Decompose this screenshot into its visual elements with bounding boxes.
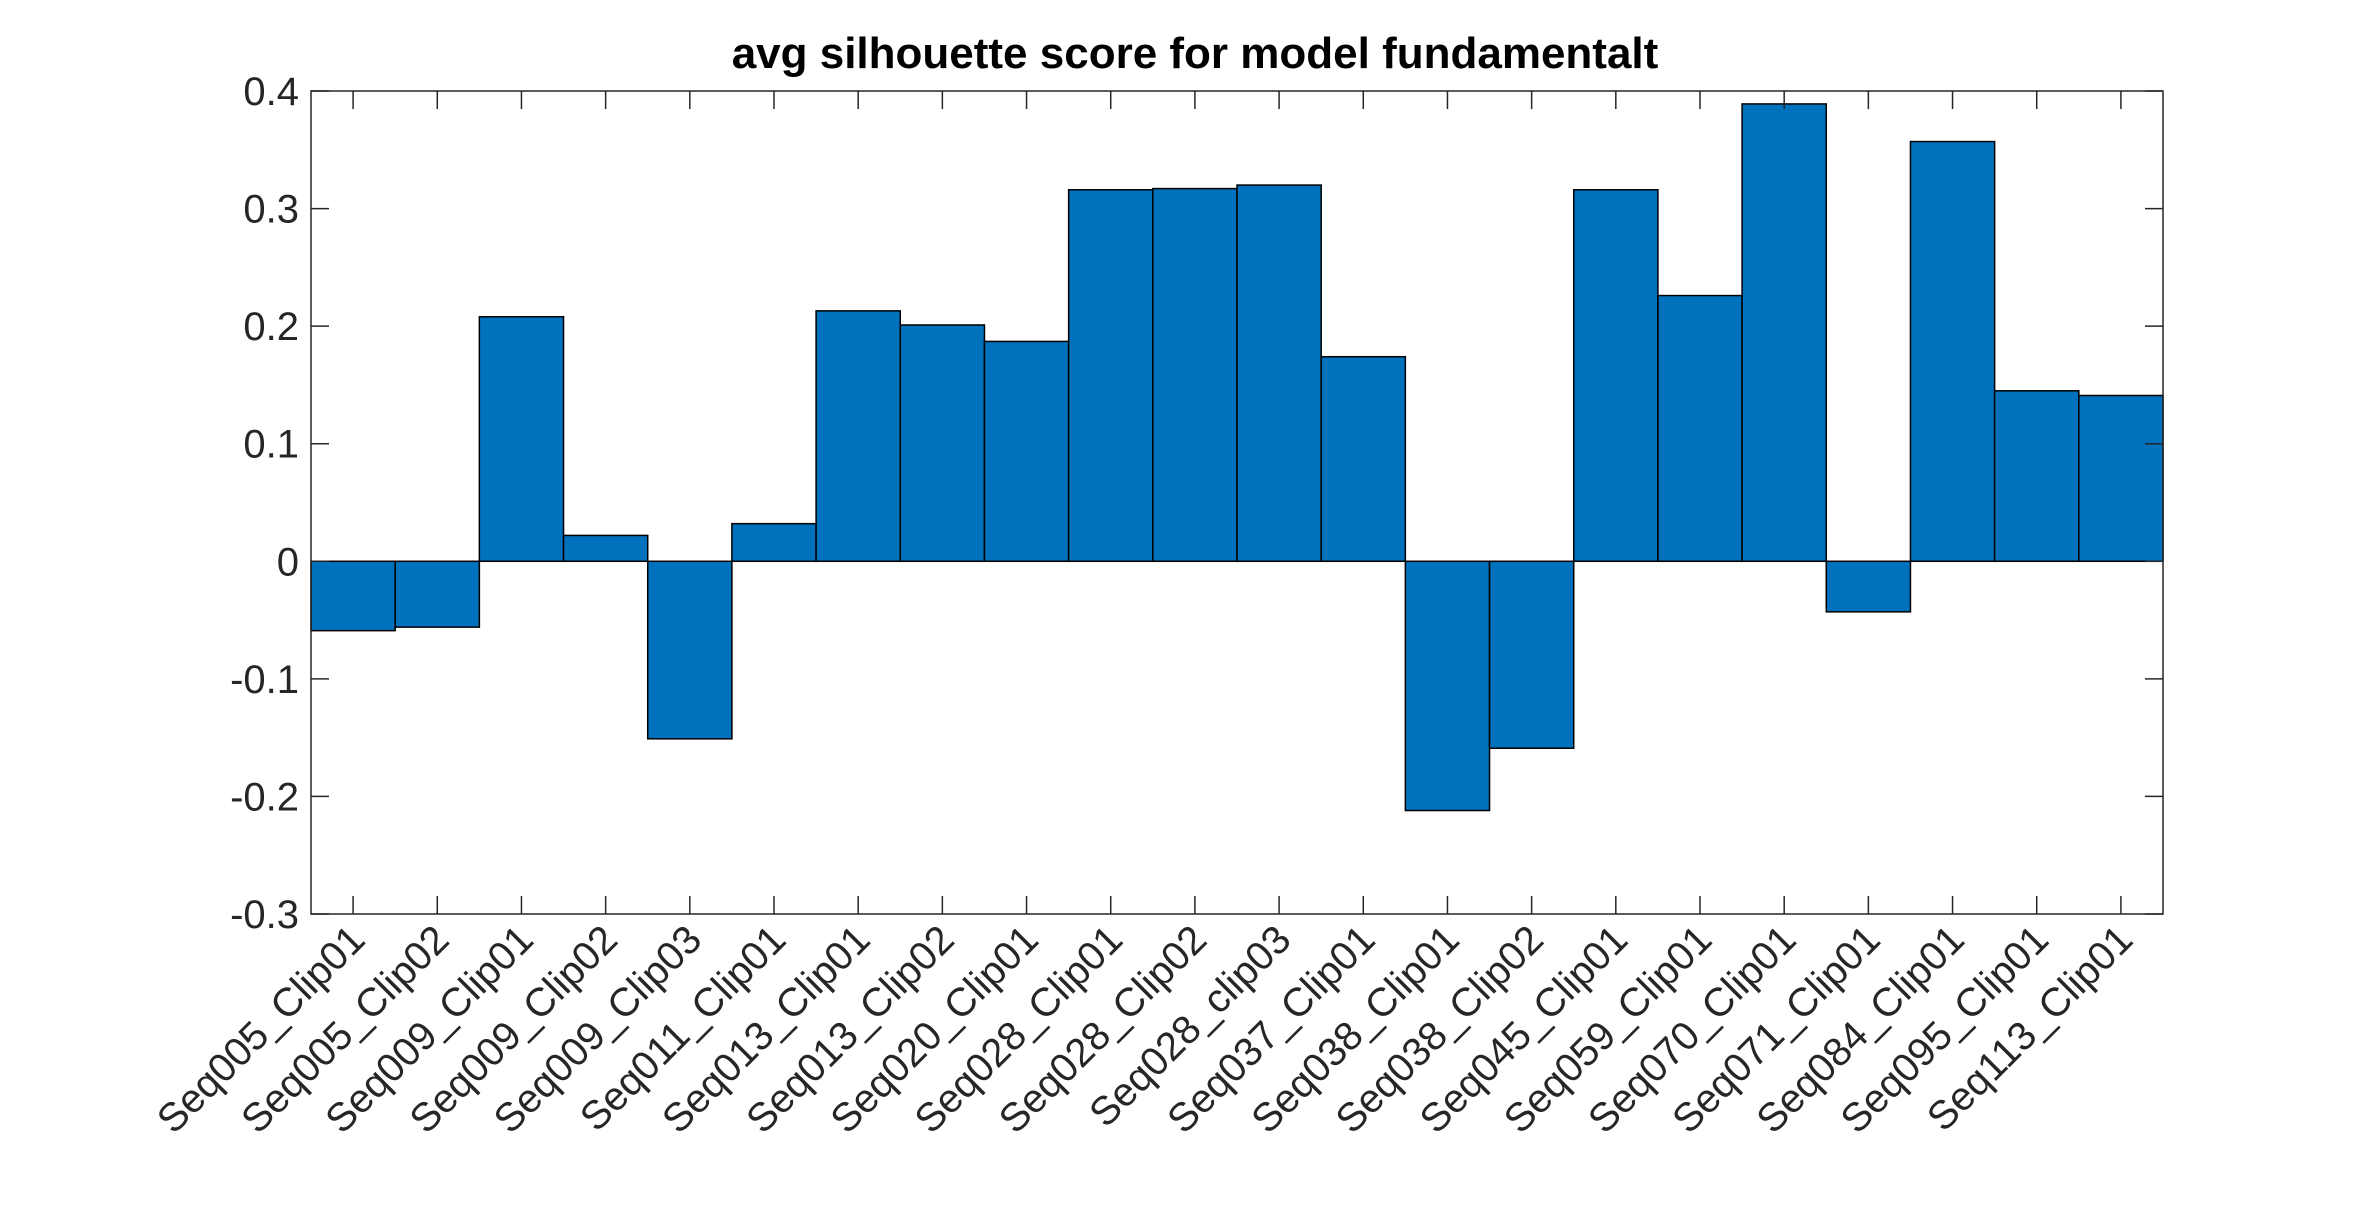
bar-seq028-clip03 bbox=[1236, 184, 1322, 563]
bar-seq028-clip01 bbox=[1067, 189, 1154, 563]
y-tick-label: -0.3 bbox=[230, 893, 299, 937]
bar-seq037-clip01 bbox=[1320, 355, 1407, 563]
bar-seq013-clip01 bbox=[815, 310, 902, 563]
bar-seq005-clip01 bbox=[310, 560, 396, 632]
bar-seq059-clip01 bbox=[1657, 294, 1743, 563]
axes-group bbox=[310, 90, 2164, 915]
bar-seq113-clip01 bbox=[2078, 394, 2164, 563]
x-ticks-group: Seq005_Clip01Seq005_Clip02Seq009_Clip01S… bbox=[149, 91, 2141, 1142]
plot-box bbox=[310, 90, 2164, 915]
bar-seq009-clip02 bbox=[562, 534, 649, 563]
bars-group bbox=[310, 103, 2164, 812]
y-tick-label: -0.2 bbox=[230, 775, 299, 819]
bar-seq020-clip01 bbox=[983, 340, 1070, 563]
bar-seq011-clip01 bbox=[731, 522, 817, 563]
y-tick-label: 0.3 bbox=[243, 188, 299, 232]
y-tick-label: -0.1 bbox=[230, 658, 299, 702]
bar-seq028-clip02 bbox=[1152, 187, 1238, 563]
bar-seq005-clip02 bbox=[394, 560, 481, 628]
bar-seq070-clip01 bbox=[1741, 103, 1828, 563]
bar-seq013-clip02 bbox=[899, 324, 986, 563]
bar-seq009-clip01 bbox=[478, 315, 565, 563]
bar-seq009-clip03 bbox=[646, 560, 733, 740]
y-tick-label: 0.2 bbox=[243, 305, 299, 349]
y-tick-label: 0 bbox=[277, 540, 299, 584]
bar-seq045-clip01 bbox=[1572, 189, 1659, 563]
bar-seq095-clip01 bbox=[1993, 390, 2080, 563]
bar-seq038-clip01 bbox=[1404, 560, 1491, 812]
y-ticks-group: -0.3 -0.2 -0.1 0 0.1 0.2 0.3 0.4 bbox=[230, 70, 2163, 937]
bar-seq071-clip01 bbox=[1825, 560, 1912, 613]
y-tick-label: 0.4 bbox=[243, 70, 299, 114]
y-tick-label: 0.1 bbox=[243, 423, 299, 467]
bar-seq084-clip01 bbox=[1909, 140, 1996, 563]
chart-title: avg silhouette score for model fundament… bbox=[732, 29, 1659, 78]
bar-seq038-clip02 bbox=[1488, 560, 1575, 749]
